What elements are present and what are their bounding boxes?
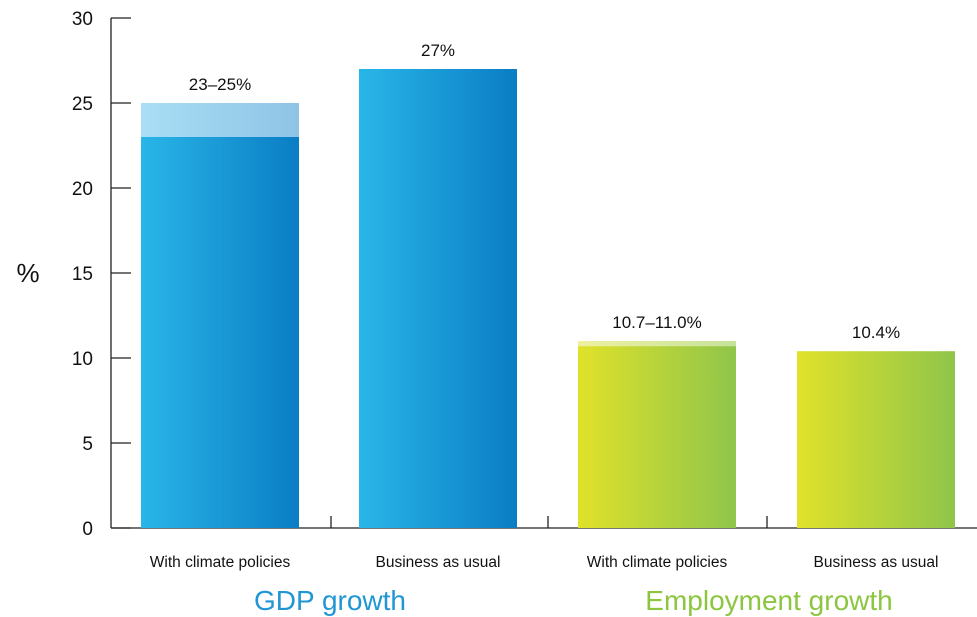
y-tick-label: 10 [72,349,93,370]
bar [578,346,736,528]
bars [141,69,955,528]
y-tick-label: 20 [72,179,93,200]
bar [359,69,517,528]
group-label: GDP growth [254,585,406,616]
group-label: Employment growth [645,585,892,616]
group-labels: GDP growth Employment growth [254,585,893,616]
bar-range-segment [578,341,736,347]
bar [141,137,299,528]
value-labels: 23–25% 27% 10.7–11.0% 10.4% [189,41,900,342]
y-axis-label: % [16,258,39,288]
y-tick-label: 25 [72,94,93,115]
y-ticks: 0 5 10 15 20 25 30 [72,9,768,540]
x-category-label: With climate policies [587,554,728,571]
y-tick-label: 30 [72,9,93,30]
x-category-label: With climate policies [150,554,291,571]
data-label: 10.4% [852,323,900,342]
y-tick-label: 0 [82,519,93,540]
x-category-label: Business as usual [814,554,939,571]
x-category-label: Business as usual [376,554,501,571]
data-label: 10.7–11.0% [612,313,701,332]
data-label: 23–25% [189,75,251,94]
bar [797,351,955,528]
data-label: 27% [421,41,455,60]
y-tick-label: 5 [82,434,93,455]
bar-range-segment [141,103,299,137]
category-labels: With climate policies Business as usual Wi… [150,554,939,571]
y-tick-label: 15 [72,264,93,285]
